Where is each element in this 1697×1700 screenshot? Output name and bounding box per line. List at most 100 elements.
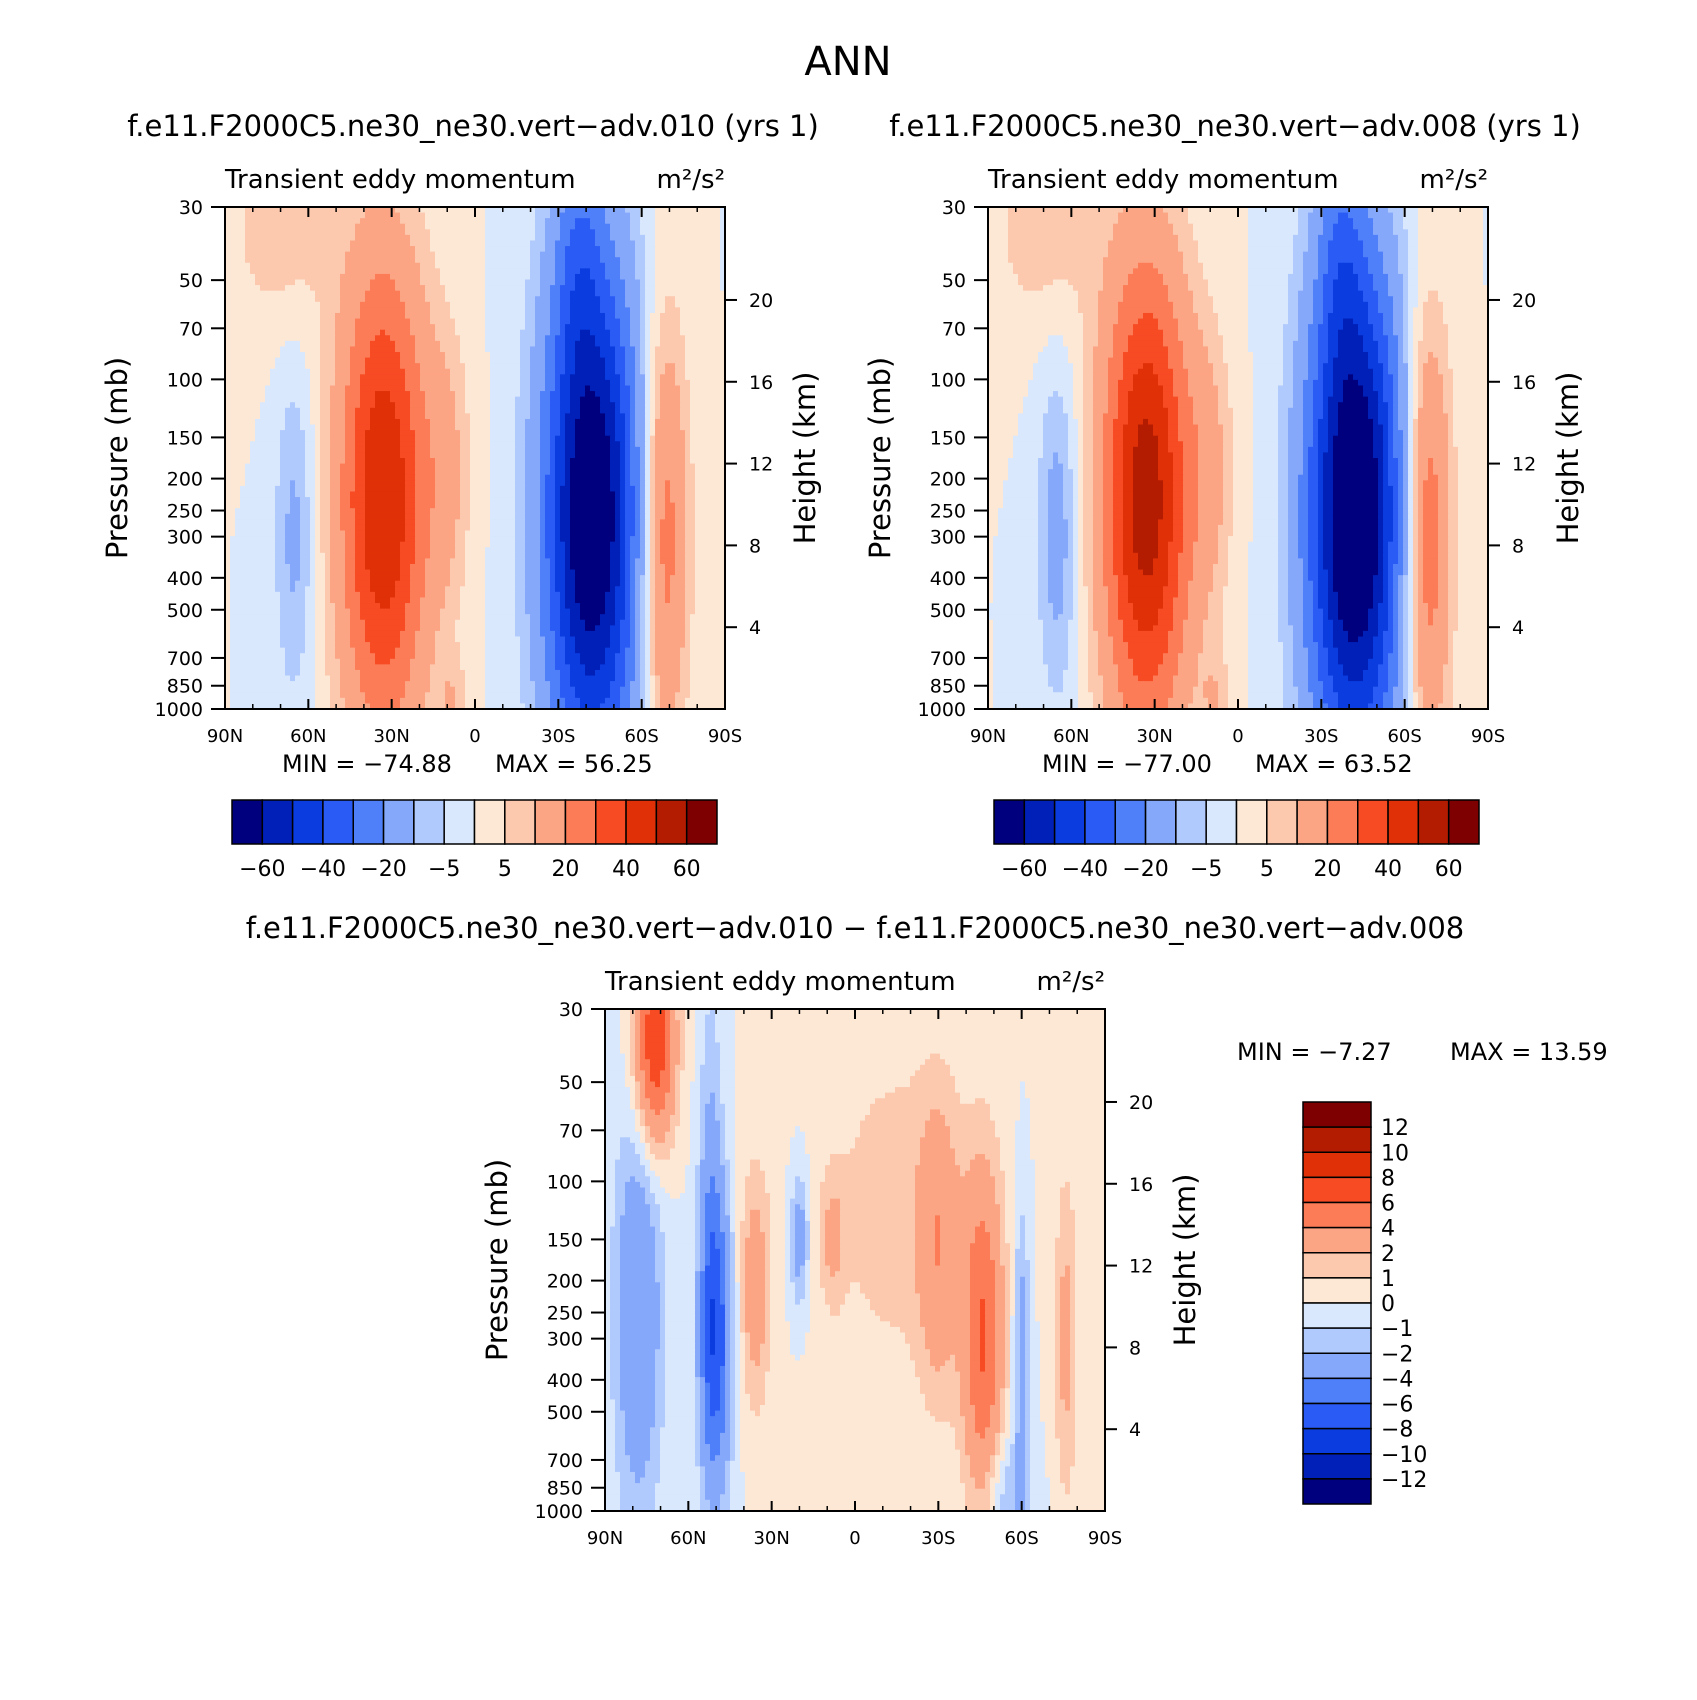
contour-cell — [275, 218, 281, 225]
contour-cell — [310, 407, 316, 414]
contour-cell — [395, 368, 401, 375]
contour-cell — [315, 251, 321, 258]
contour-cell — [710, 262, 716, 269]
contour-cell — [695, 391, 701, 398]
contour-cell — [300, 301, 306, 308]
contour-cell — [640, 430, 646, 437]
contour-cell — [235, 352, 241, 359]
contour-cell — [265, 435, 271, 442]
contour-cell — [620, 218, 626, 225]
contour-cell — [580, 346, 586, 353]
contour-cell — [655, 212, 661, 219]
contour-cell — [470, 273, 476, 281]
contour-cell — [610, 424, 616, 431]
contour-cell — [670, 207, 676, 214]
contour-cell — [495, 413, 501, 420]
contour-cell — [705, 463, 711, 470]
contour-cell — [690, 268, 696, 275]
contour-cell — [225, 469, 231, 476]
contour-cell — [580, 463, 586, 470]
contour-cell — [380, 218, 386, 225]
contour-cell — [340, 246, 346, 253]
contour-cell — [275, 318, 281, 325]
contour-cell — [560, 363, 566, 370]
contour-cell — [305, 329, 311, 336]
contour-cell — [635, 285, 641, 292]
contour-cell — [540, 463, 546, 470]
contour-cell — [670, 430, 676, 437]
contour-cell — [370, 396, 376, 403]
contour-cell — [690, 340, 696, 348]
contour-cell — [530, 346, 536, 353]
contour-cell — [665, 290, 671, 297]
contour-cell — [445, 446, 451, 454]
contour-cell — [465, 223, 471, 230]
contour-cell — [490, 340, 496, 348]
contour-cell — [430, 418, 436, 426]
contour-cell — [360, 218, 366, 225]
contour-cell — [505, 268, 511, 275]
contour-cell — [435, 452, 441, 459]
contour-cell — [390, 458, 396, 465]
contour-cell — [290, 391, 296, 398]
contour-cell — [415, 374, 421, 381]
contour-cell — [260, 234, 266, 242]
contour-cell — [595, 346, 601, 353]
contour-cell — [615, 279, 621, 286]
contour-cell — [260, 474, 266, 481]
contour-cell — [520, 357, 526, 364]
contour-cell — [290, 296, 296, 303]
contour-cell — [695, 229, 701, 236]
contour-cell — [360, 396, 366, 403]
contour-cell — [610, 346, 616, 353]
contour-cell — [420, 379, 426, 387]
contour-cell — [365, 268, 371, 275]
contour-cell — [430, 285, 436, 292]
contour-cell — [275, 480, 281, 487]
contour-cell — [665, 391, 671, 398]
contour-cell — [365, 441, 371, 448]
contour-cell — [450, 357, 456, 364]
contour-cell — [710, 352, 716, 359]
contour-cell — [360, 285, 366, 292]
contour-cell — [555, 391, 561, 398]
contour-cell — [395, 474, 401, 481]
contour-cell — [685, 402, 691, 409]
contour-cell — [720, 285, 726, 292]
contour-cell — [525, 407, 531, 414]
contour-cell — [410, 312, 416, 320]
contour-cell — [520, 396, 526, 403]
contour-cell — [240, 363, 246, 370]
contour-cell — [290, 346, 296, 353]
contour-cell — [405, 296, 411, 303]
contour-cell — [620, 335, 626, 342]
contour-cell — [620, 246, 626, 253]
contour-cell — [355, 218, 361, 225]
contour-cell — [355, 312, 361, 320]
contour-cell — [600, 268, 606, 275]
contour-cell — [230, 340, 236, 348]
contour-cell — [485, 262, 491, 269]
contour-cell — [475, 312, 481, 320]
contour-cell — [245, 301, 251, 308]
contour-cell — [405, 240, 411, 247]
contour-cell — [525, 329, 531, 336]
contour-cell — [585, 446, 591, 454]
contour-cell — [685, 207, 691, 214]
contour-cell — [710, 324, 716, 331]
contour-cell — [570, 346, 576, 353]
contour-cell — [475, 374, 481, 381]
contour-cell — [635, 218, 641, 225]
contour-cell — [475, 402, 481, 409]
contour-cell — [525, 474, 531, 481]
contour-cell — [265, 340, 271, 348]
contour-cell — [360, 469, 366, 476]
contour-cell — [635, 246, 641, 253]
contour-cell — [555, 246, 561, 253]
contour-cell — [700, 329, 706, 336]
contour-cell — [510, 273, 516, 281]
contour-cell — [505, 246, 511, 253]
contour-cell — [325, 402, 331, 409]
contour-cell — [660, 418, 666, 426]
contour-cell — [530, 357, 536, 364]
